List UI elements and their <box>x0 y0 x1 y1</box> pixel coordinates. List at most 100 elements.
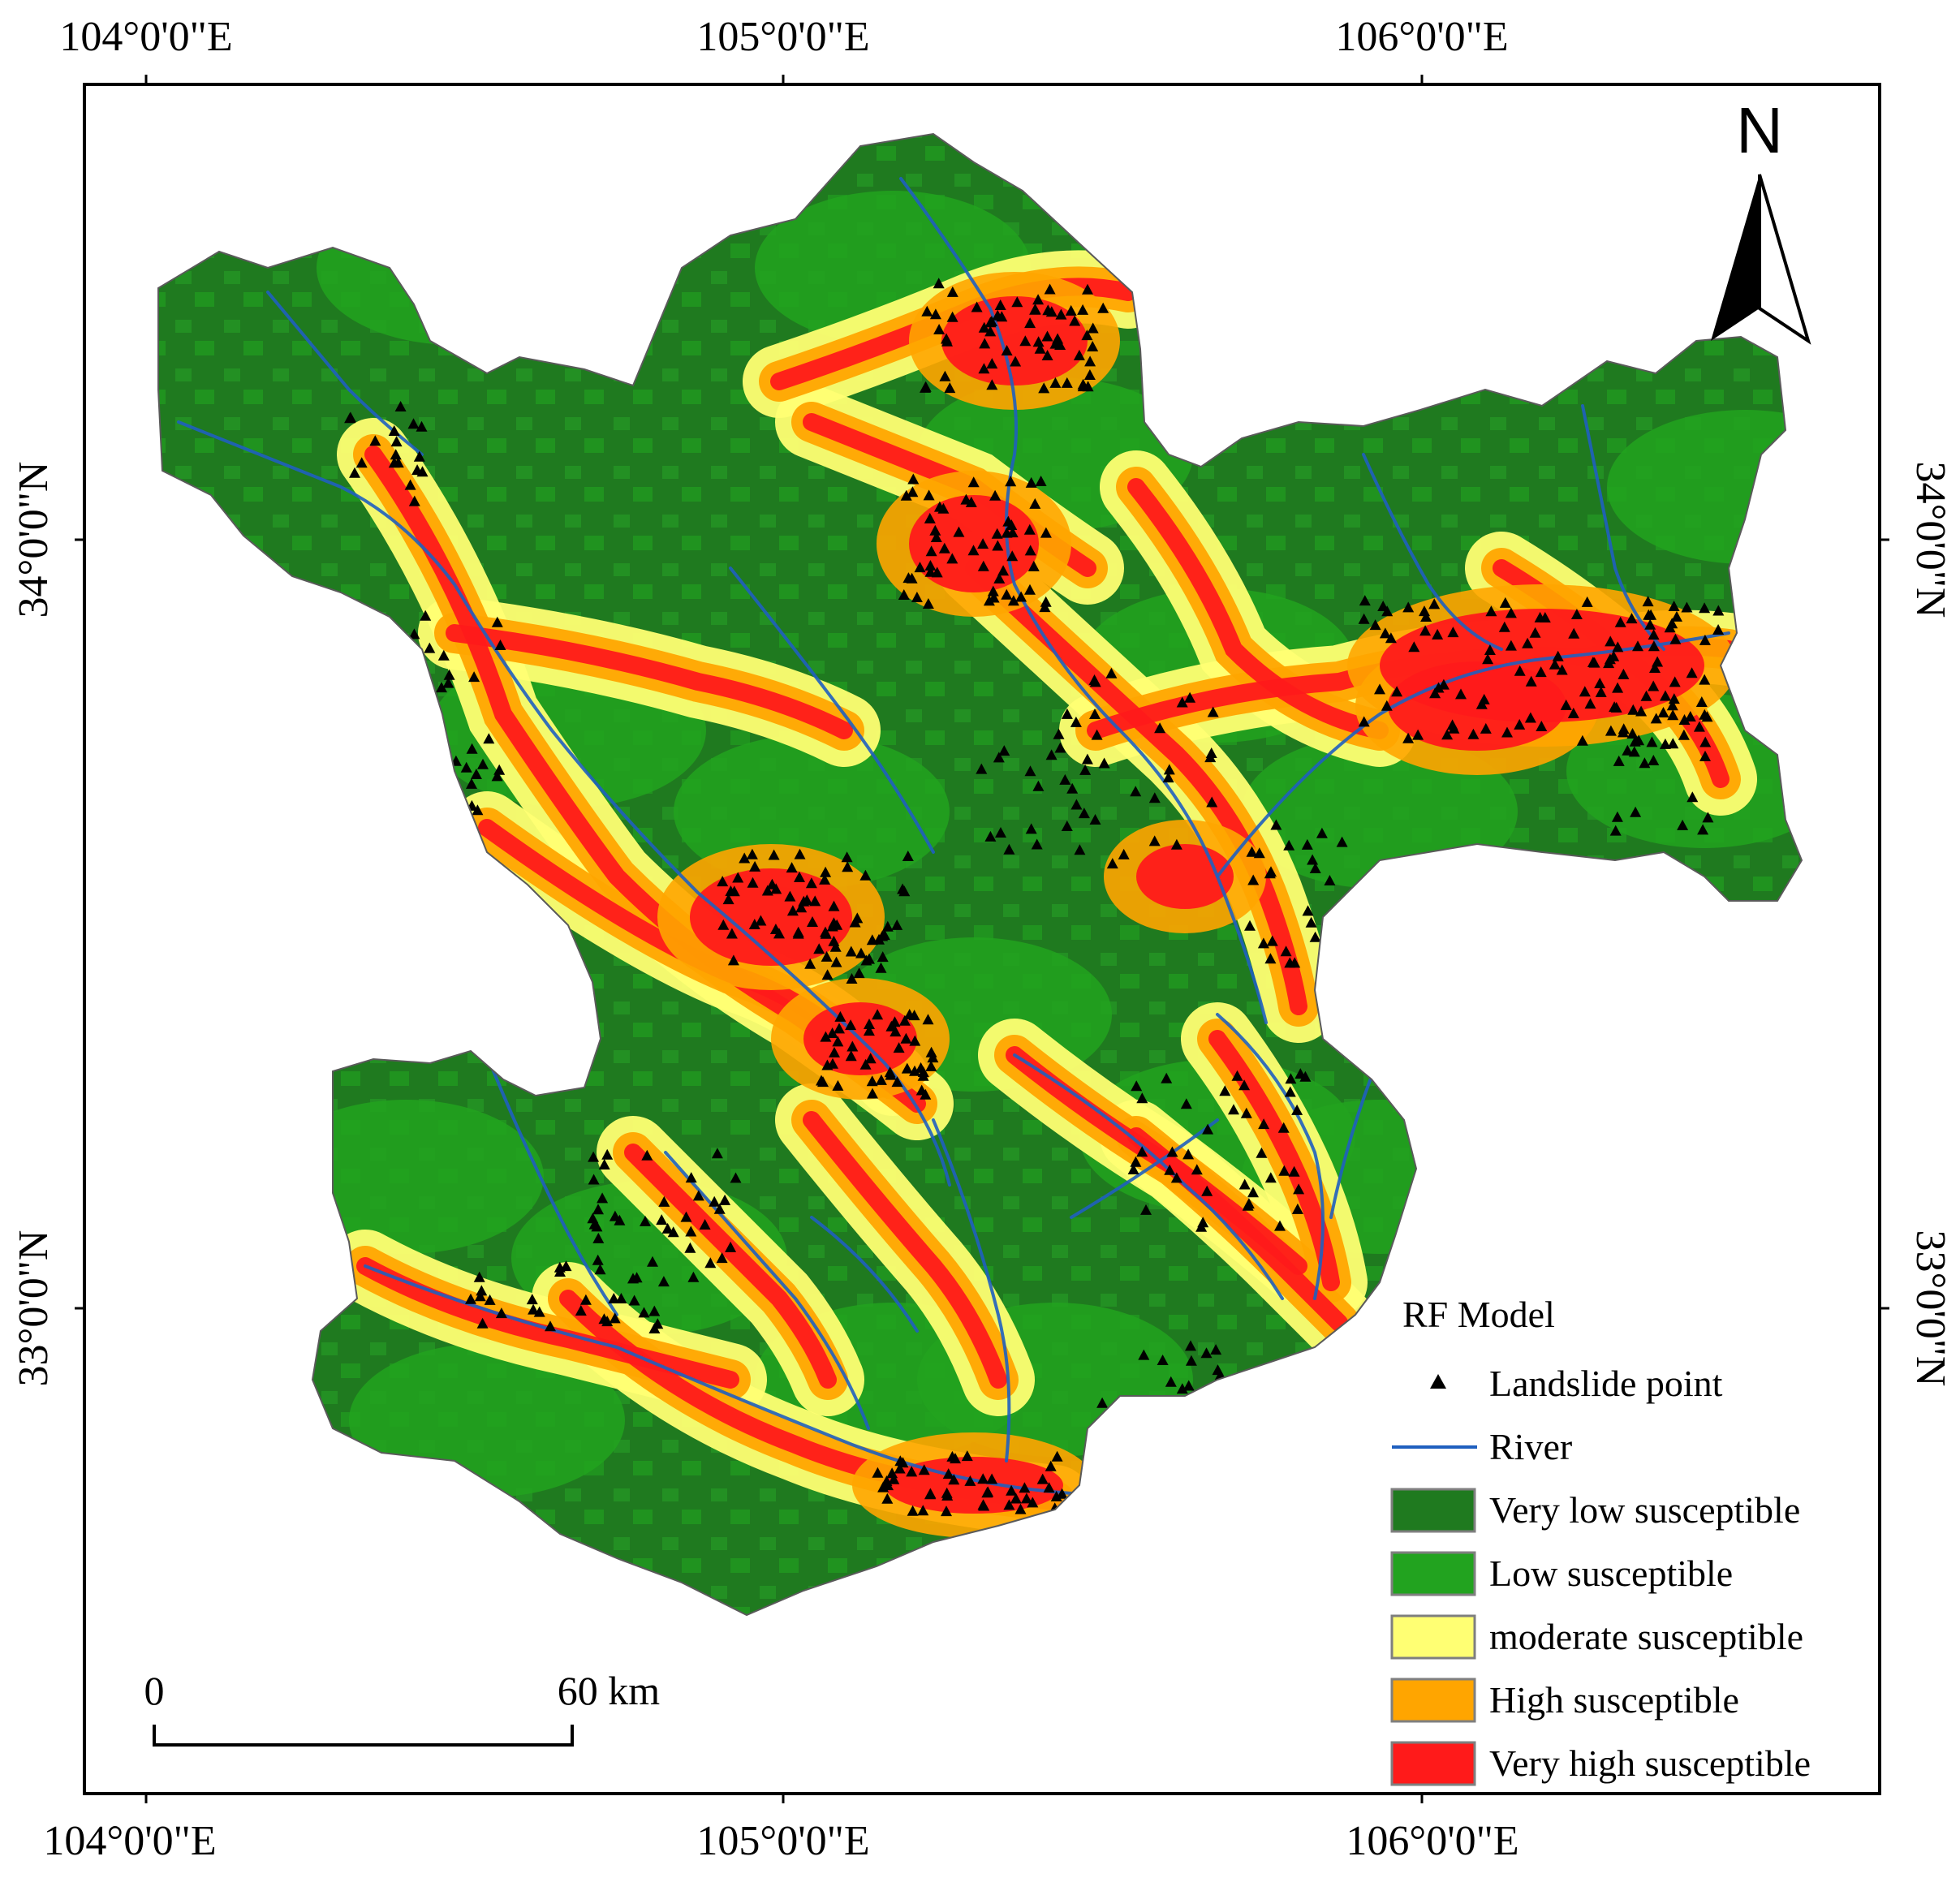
landslide-point-486 <box>1299 1070 1312 1082</box>
landslide-point-423 <box>472 804 484 816</box>
river-5 <box>664 1151 870 1430</box>
landslide-point-592 <box>1070 716 1082 727</box>
landslide-point-512 <box>1302 905 1314 916</box>
landslide-point-172 <box>1374 683 1385 695</box>
landslide-point-295 <box>795 902 808 913</box>
landslide-point-499 <box>1238 1178 1251 1190</box>
landslide-point-52 <box>933 278 945 289</box>
landslide-points <box>344 278 1725 1517</box>
landslide-point-615 <box>388 425 400 436</box>
landslide-point-496 <box>1258 1118 1270 1130</box>
landslide-point-314 <box>900 1032 912 1044</box>
landslide-point-234 <box>1649 662 1661 673</box>
landslide-point-257 <box>786 862 798 873</box>
landslide-point-258 <box>739 852 751 864</box>
landslide-point-637 <box>1697 824 1709 835</box>
landslide-point-438 <box>598 1159 610 1169</box>
landslide-point-27 <box>1011 296 1023 308</box>
landslide-point-238 <box>821 950 833 962</box>
landslide-point-265 <box>794 871 805 882</box>
landslide-point-636 <box>1667 738 1679 749</box>
landslide-point-476 <box>1191 1164 1203 1175</box>
landslide-point-69 <box>911 592 923 602</box>
landslide-point-364 <box>941 1505 952 1517</box>
landslide-point-363 <box>1036 1473 1049 1484</box>
landslide-point-562 <box>1206 796 1218 808</box>
landslide-point-6 <box>1065 304 1077 316</box>
landslide-point-376 <box>1051 1450 1063 1462</box>
landslide-point-406 <box>424 642 436 653</box>
landslide-point-163 <box>1420 611 1432 622</box>
landslide-point-478 <box>1136 1092 1148 1104</box>
landslide-point-123 <box>1712 605 1725 616</box>
landslide-point-620 <box>1154 1407 1166 1419</box>
landslide-point-243 <box>813 943 825 954</box>
landslide-point-566 <box>1054 742 1066 753</box>
landslide-point-215 <box>1632 640 1643 652</box>
landslide-point-387 <box>1027 1497 1039 1508</box>
landslide-point-425 <box>640 1215 651 1226</box>
landslide-point-371 <box>1020 1492 1032 1504</box>
landslide-point-236 <box>717 876 729 887</box>
landslide-point-101 <box>1027 560 1040 571</box>
landslide-point-174 <box>1447 627 1459 638</box>
landslide-point-466 <box>1231 1070 1243 1081</box>
landslide-point-51 <box>921 305 933 317</box>
landslide-point-292 <box>853 967 865 979</box>
landslide-point-333 <box>893 1042 905 1053</box>
landslide-point-4 <box>1054 339 1066 350</box>
landslide-point-147 <box>1584 698 1596 709</box>
landslide-point-474 <box>1219 1085 1231 1096</box>
landslide-point-442 <box>687 1271 700 1282</box>
landslide-point-253 <box>749 860 761 872</box>
landslide-point-41 <box>939 370 951 381</box>
legend-items: Landslide point River Very low susceptible… <box>1390 1363 1811 1786</box>
landslide-point-50 <box>1055 308 1067 320</box>
landslide-point-479 <box>1161 1072 1173 1083</box>
landslide-point-445 <box>667 1226 679 1238</box>
landslide-point-399 <box>400 655 412 666</box>
landslide-point-111 <box>930 532 942 542</box>
landslide-point-137 <box>1659 738 1671 749</box>
landslide-point-534 <box>528 1303 540 1315</box>
landslide-point-246 <box>845 945 857 957</box>
landslide-point-36 <box>1087 322 1099 334</box>
landslide-point-77 <box>929 524 941 536</box>
landslide-point-28 <box>992 309 1004 321</box>
landslide-point-386 <box>948 1474 960 1485</box>
landslide-point-448 <box>661 1222 674 1234</box>
landslide-point-366 <box>917 1505 929 1516</box>
landslide-point-514 <box>1264 953 1277 964</box>
landslide-point-354 <box>894 1462 906 1474</box>
landslide-point-578 <box>1098 757 1110 769</box>
coord-top-104e: 104°0'0"E <box>59 14 232 60</box>
landslide-point-86 <box>989 489 1002 501</box>
landslide-point-348 <box>915 1062 927 1073</box>
landslide-point-175 <box>1579 686 1591 697</box>
landslide-point-414 <box>491 770 503 782</box>
landslide-point-544 <box>554 1266 566 1277</box>
landslide-point-482 <box>1127 1164 1139 1174</box>
landslide-point-589 <box>1031 838 1043 850</box>
landslide-point-584 <box>1204 752 1217 763</box>
legend-label-low-susceptible: Low susceptible <box>1489 1553 1733 1594</box>
landslide-point-166 <box>1626 613 1638 624</box>
landslide-point-29 <box>984 325 997 337</box>
landslide-point-195 <box>1529 627 1541 638</box>
river-9 <box>1362 453 1503 651</box>
landslide-point-128 <box>1635 705 1648 717</box>
landslide-point-114 <box>953 526 965 537</box>
landslide-point-226 <box>1668 693 1680 704</box>
landslide-point-179 <box>1640 690 1652 701</box>
landslide-point-20 <box>1049 377 1062 388</box>
landslide-point-327 <box>901 1062 913 1074</box>
landslide-point-112 <box>1040 527 1052 538</box>
landslide-point-446 <box>597 1192 609 1204</box>
landslide-point-100 <box>1015 591 1027 602</box>
landslide-point-143 <box>1699 709 1711 720</box>
landslide-point-102 <box>1035 476 1047 486</box>
landslide-point-565 <box>976 763 988 774</box>
landslide-point-454 <box>588 1174 600 1185</box>
landslide-point-290 <box>877 930 889 941</box>
